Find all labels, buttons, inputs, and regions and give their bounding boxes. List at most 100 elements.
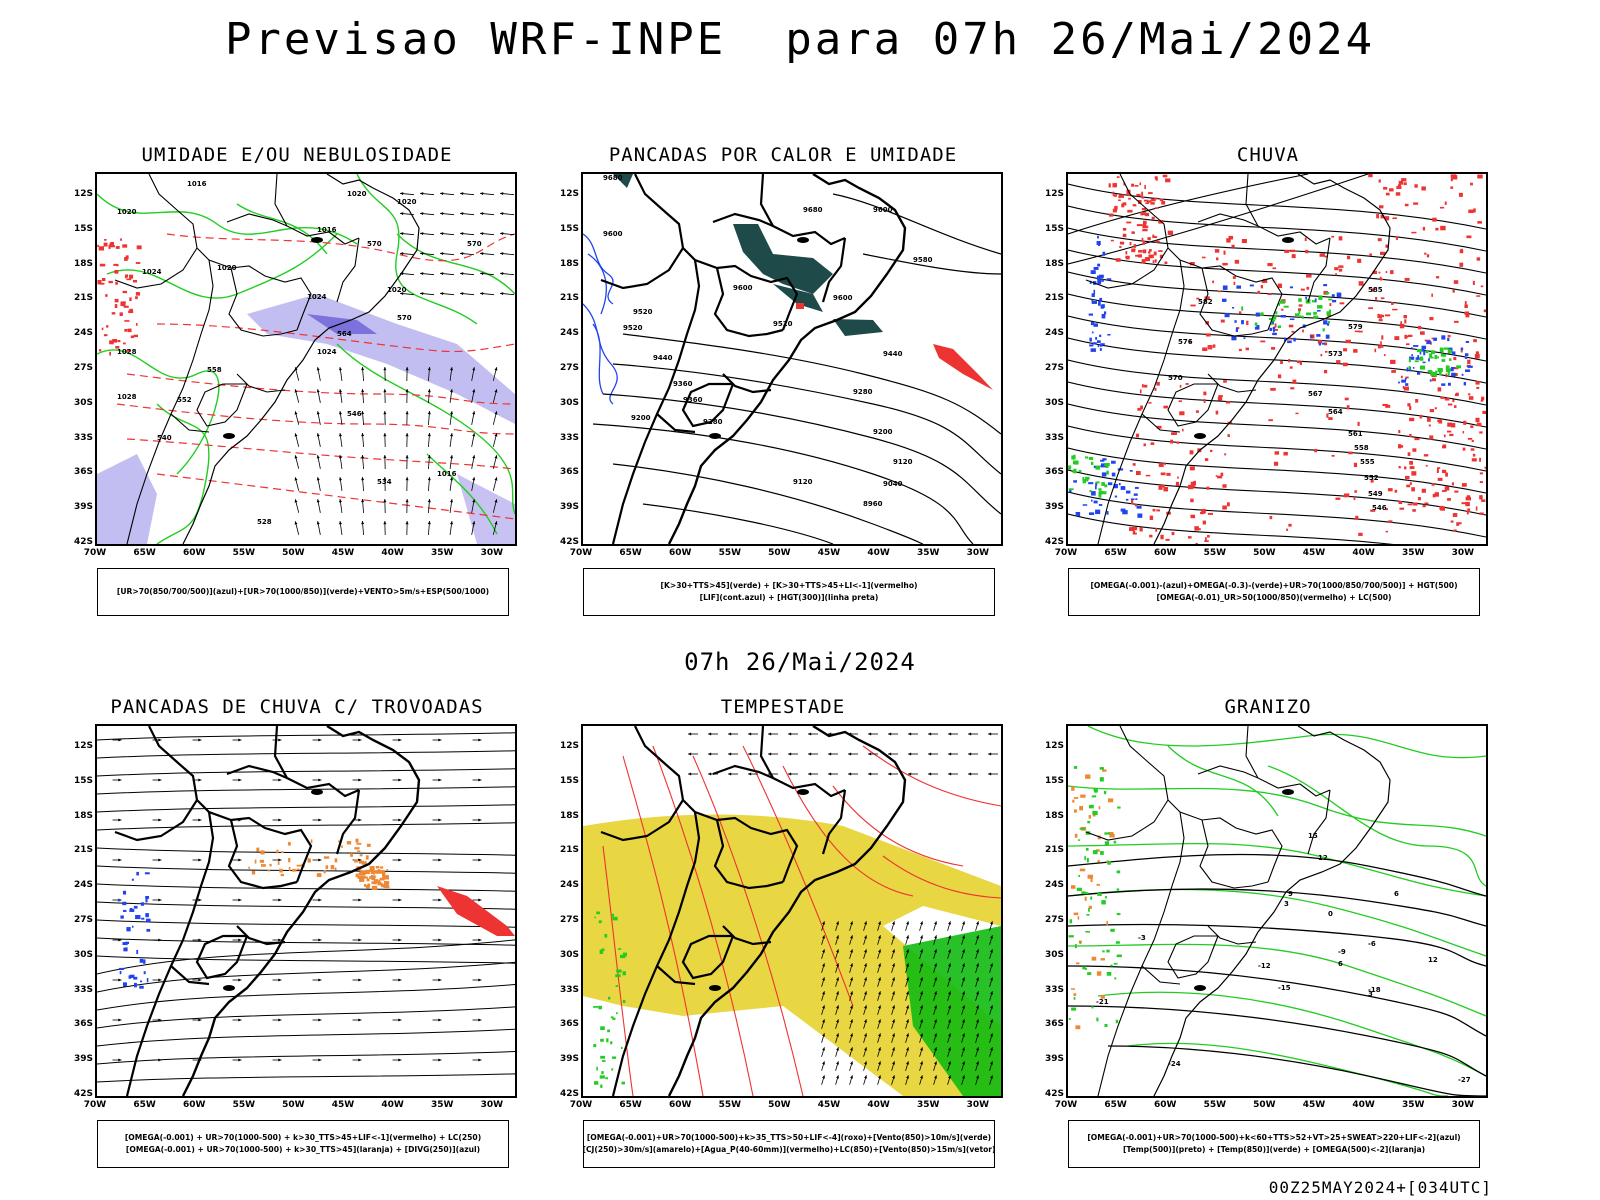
- latitude-label: 42S: [559, 537, 579, 547]
- contour-label: 9360: [673, 380, 693, 388]
- longitude-label: 60W: [182, 548, 206, 558]
- panel-umidade: UMIDADE E/OU NEBULOSIDADE 1016 1020 1024 102…: [57, 140, 537, 620]
- latitude-label: 15S: [73, 775, 93, 786]
- humid-area-sw: [97, 454, 157, 544]
- longitude-label: 55W: [232, 548, 256, 558]
- latitude-label: 39S: [559, 1054, 579, 1065]
- contour-label: 6: [1338, 960, 1343, 968]
- latitude-label: 27S: [73, 915, 93, 925]
- map-frame: 1016 1020 1024 1020 1016 1020 1020 1024 1020 1028…: [95, 172, 517, 546]
- contour-label: 0: [1328, 910, 1333, 918]
- contour-label: -18: [1368, 986, 1381, 994]
- wind-vectors-south: [294, 366, 498, 536]
- longitude-label: 65W: [1104, 1100, 1127, 1110]
- map-canvas: 9680 9680 9600 9580 9600 9600 9520 9520 9440 9520…: [583, 174, 1001, 544]
- latitude-label: 39S: [559, 502, 579, 513]
- latitude-label: 21S: [559, 293, 579, 304]
- contour-label: 570: [1168, 374, 1183, 382]
- contour-label: 9600: [873, 206, 893, 214]
- contour-label: 8960: [863, 500, 883, 508]
- contour-label: 9520: [773, 320, 793, 328]
- panel-title: TEMPESTADE: [720, 696, 846, 718]
- contour-label: 1020: [397, 198, 417, 206]
- contour-label: 552: [177, 396, 192, 404]
- temp500-contours: [1068, 853, 1486, 1096]
- contour-label: 1024: [317, 348, 337, 356]
- longitude-label: 70W: [83, 1100, 107, 1110]
- latitude-label: 18S: [73, 810, 93, 821]
- latitude-label: 33S: [73, 984, 93, 995]
- longitude-label: 30W: [1451, 548, 1475, 558]
- map-geography: [1085, 726, 1391, 1096]
- omega-green: [1068, 292, 1462, 498]
- wind850-vectors: [821, 921, 993, 1085]
- contour-label: 1024: [307, 293, 327, 301]
- latitude-label: 18S: [1044, 258, 1064, 269]
- longitude-label: 50W: [282, 1100, 305, 1110]
- latitude-label: 12S: [559, 741, 579, 751]
- instability-red-2: [796, 303, 804, 309]
- latitude-label: 36S: [73, 467, 93, 478]
- contour-label: 9520: [623, 324, 643, 332]
- longitude-label: 45W: [331, 548, 355, 558]
- longitude-label: 35W: [430, 1100, 454, 1110]
- latitude-label: 42S: [1044, 537, 1064, 547]
- contour-label: 579: [1348, 323, 1363, 331]
- panel-pancadas-calor: PANCADAS POR CALOR E UMIDADE 9680 9680 9600…: [543, 140, 1023, 620]
- panel-legend: [K>30+TTS>45](verde) + [K>30+TTS>45+LI<-…: [583, 568, 995, 616]
- contour-label: 540: [157, 434, 172, 442]
- latitude-label: 24S: [559, 328, 579, 339]
- contour-label: -9: [1338, 948, 1346, 956]
- latitude-label: 15S: [559, 223, 579, 234]
- contour-label: -6: [1368, 940, 1376, 948]
- latitude-label: 42S: [1044, 1089, 1064, 1099]
- longitude-label: 40W: [867, 548, 890, 558]
- latitude-label: 15S: [559, 775, 579, 786]
- latitude-label: 30S: [73, 949, 93, 960]
- longitude-label: 35W: [916, 1100, 940, 1110]
- latitude-label: 39S: [1044, 502, 1064, 513]
- contour-label: 9600: [833, 294, 853, 302]
- contour-label: 564: [1328, 408, 1343, 416]
- longitude-label: 40W: [381, 548, 404, 558]
- latitude-label: 27S: [559, 915, 579, 925]
- contour-label: 570: [467, 240, 482, 248]
- latitude-label: 15S: [1044, 223, 1064, 234]
- longitude-label: 65W: [133, 548, 156, 558]
- latitude-label: 36S: [1044, 467, 1064, 478]
- contour-label: 567: [1308, 390, 1323, 398]
- contour-label: 3: [1368, 990, 1373, 998]
- contour-label: 9200: [631, 414, 651, 422]
- contour-label: 6: [1394, 890, 1399, 898]
- longitude-label: 60W: [1153, 548, 1177, 558]
- latitude-label: 12S: [73, 189, 93, 199]
- longitude-label: 45W: [1302, 548, 1326, 558]
- latitude-label: 24S: [73, 880, 93, 891]
- map-frame: [95, 724, 517, 1098]
- contour-label: 573: [1328, 350, 1343, 358]
- longitude-label: 65W: [133, 1100, 156, 1110]
- latitude-label: 36S: [1044, 1019, 1064, 1030]
- contour-label: -24: [1168, 1060, 1181, 1068]
- panel-title: CHUVA: [1236, 144, 1300, 166]
- longitude-label: 60W: [1153, 1100, 1177, 1110]
- latitude-label: 12S: [1044, 189, 1064, 199]
- mid-title: 07h 26/Mai/2024: [684, 648, 916, 676]
- map-canvas: [583, 726, 1001, 1096]
- rain-areas: [1108, 174, 1486, 544]
- map-geography: [114, 174, 420, 544]
- contour-label: 9600: [603, 230, 623, 238]
- latitude-label: 30S: [559, 949, 579, 960]
- instability-area-4: [613, 174, 633, 188]
- map-frame: [581, 724, 1003, 1098]
- contour-label: 555: [1360, 458, 1375, 466]
- temp850-speckles: [1068, 766, 1122, 1027]
- latitude-label: 30S: [1044, 949, 1064, 960]
- contour-label: 558: [1354, 444, 1369, 452]
- contour-label: 552: [1364, 474, 1379, 482]
- longitude-label: 40W: [381, 1100, 404, 1110]
- contour-label: 1020: [387, 286, 407, 294]
- contour-label: 9200: [873, 428, 893, 436]
- instability-area-2: [773, 284, 823, 312]
- latitude-label: 36S: [73, 1019, 93, 1030]
